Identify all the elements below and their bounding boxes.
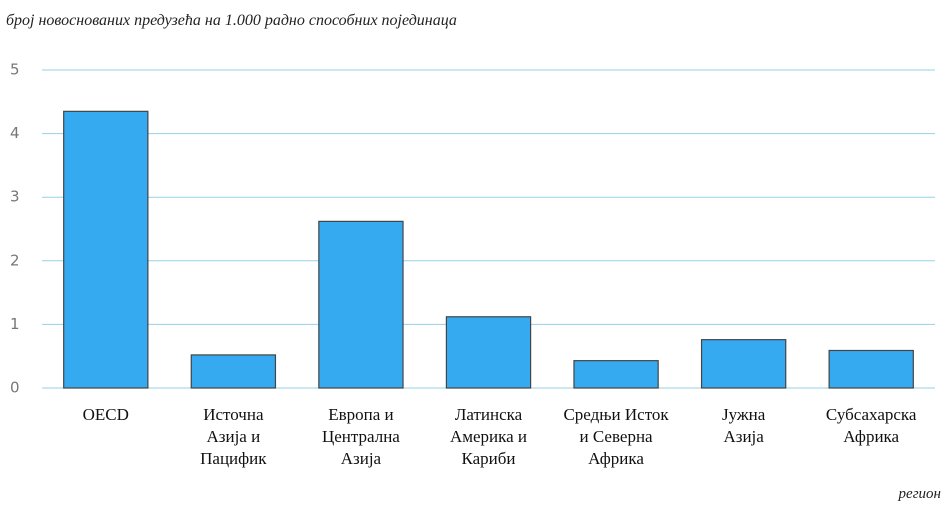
y-tick-label: 4 bbox=[10, 124, 20, 142]
chart-title: број новоснованих предузећа на 1.000 рад… bbox=[6, 12, 457, 29]
x-tick-label: Средњи Исток и Северна Африка bbox=[563, 405, 669, 468]
bar bbox=[828, 349, 914, 389]
bar bbox=[445, 316, 532, 389]
x-axis-label: регион bbox=[898, 486, 941, 502]
x-tick-label: Латинска Америка и Кариби bbox=[449, 405, 528, 468]
x-tick-label: Европа и Централна Азија bbox=[321, 405, 400, 468]
bar bbox=[63, 110, 149, 389]
x-tick-label: Субсахарска Африка bbox=[825, 405, 917, 446]
bar bbox=[700, 339, 787, 389]
y-tick-label: 1 bbox=[10, 315, 20, 333]
y-tick-label: 2 bbox=[10, 251, 20, 269]
x-tick-label: Источна Азија и Пацифик bbox=[200, 405, 267, 468]
y-tick-label: 5 bbox=[10, 61, 20, 79]
x-tick-label: Јужна Азија bbox=[722, 405, 766, 446]
bar bbox=[573, 360, 659, 389]
y-tick-label: 3 bbox=[10, 188, 20, 206]
x-tick-label: OECD bbox=[82, 405, 129, 424]
bar bbox=[318, 220, 404, 389]
y-tick-label: 0 bbox=[10, 379, 20, 397]
bar bbox=[190, 354, 277, 389]
